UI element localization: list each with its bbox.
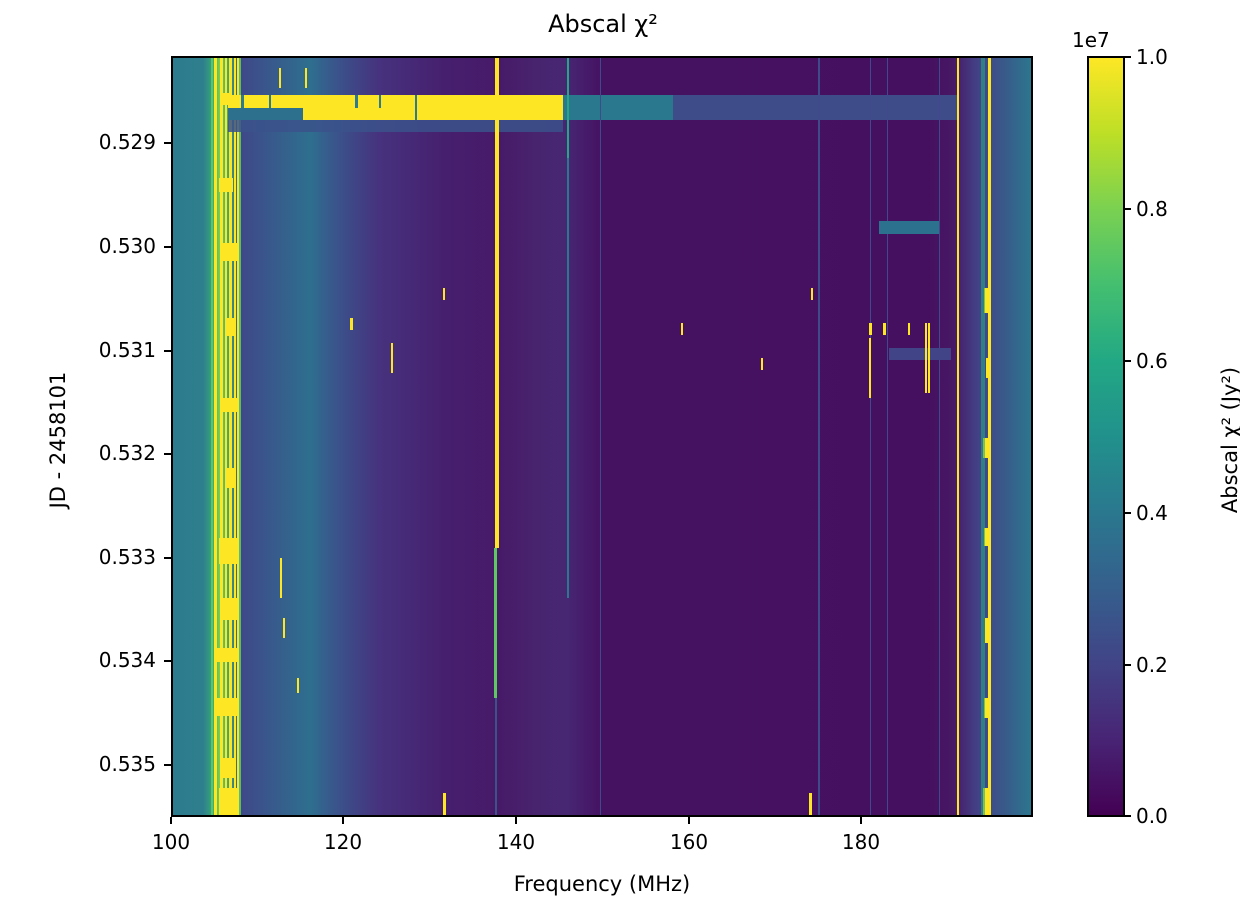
x-axis-label: Frequency (MHz) (513, 872, 691, 896)
colorbar-tick-label: 1.0 (1136, 45, 1168, 69)
x-tick-label: 160 (669, 830, 709, 854)
y-tick-label: 0.535 (98, 752, 156, 776)
y-tick-0530 (164, 246, 171, 248)
y-tick-label: 0.532 (98, 441, 156, 465)
y-tick-label: 0.530 (98, 234, 156, 258)
colorbar-label: Abscal χ² (Jy²) (1218, 366, 1240, 514)
x-tick-label: 180 (841, 830, 881, 854)
x-tick-140 (515, 817, 517, 824)
colorbar-tick (1124, 664, 1131, 666)
y-tick-0531 (164, 350, 171, 352)
colorbar (1087, 56, 1125, 817)
colorbar-tick (1124, 815, 1131, 817)
colorbar-tick-label: 0.0 (1136, 804, 1168, 828)
y-tick-label: 0.534 (98, 648, 156, 672)
y-tick-0529 (164, 142, 171, 144)
y-tick-0534 (164, 660, 171, 662)
colorbar-tick-label: 0.6 (1136, 349, 1168, 373)
colorbar-tick (1124, 512, 1131, 514)
y-tick-0533 (164, 557, 171, 559)
x-tick-label: 100 (151, 830, 191, 854)
heatmap-image (173, 58, 1031, 815)
colorbar-tick (1124, 208, 1131, 210)
y-tick-label: 0.529 (98, 130, 156, 154)
chart-title: Abscal χ² (548, 10, 658, 38)
colorbar-exponent: 1e7 (1072, 28, 1110, 52)
x-tick-label: 120 (323, 830, 363, 854)
x-tick-120 (342, 817, 344, 824)
y-tick-0535 (164, 764, 171, 766)
colorbar-tick (1124, 56, 1131, 58)
colorbar-tick-label: 0.4 (1136, 501, 1168, 525)
x-tick-160 (688, 817, 690, 824)
x-tick-100 (170, 817, 172, 824)
y-axis-label: JD - 2458101 (46, 371, 70, 509)
colorbar-tick-label: 0.2 (1136, 653, 1168, 677)
heatmap-plot-area (171, 56, 1033, 817)
colorbar-tick (1124, 360, 1131, 362)
x-tick-180 (860, 817, 862, 824)
y-tick-label: 0.533 (98, 545, 156, 569)
y-tick-label: 0.531 (98, 338, 156, 362)
colorbar-tick-label: 0.8 (1136, 197, 1168, 221)
y-tick-0532 (164, 453, 171, 455)
x-tick-label: 140 (496, 830, 536, 854)
